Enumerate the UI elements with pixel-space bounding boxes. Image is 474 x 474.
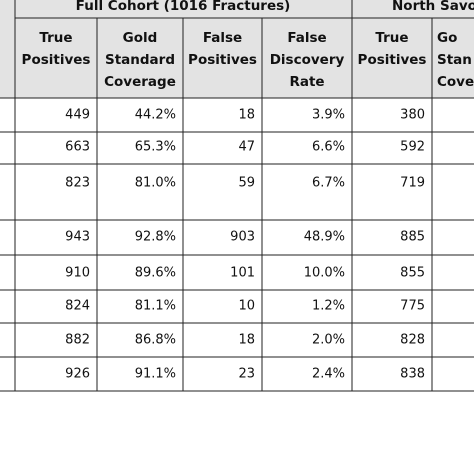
cell: 101 (230, 266, 255, 281)
cell: 903 (230, 230, 255, 245)
cell: 18 (238, 333, 255, 348)
cell: 6.6% (312, 140, 345, 155)
cell: 44.2% (135, 108, 176, 123)
cell: 719 (400, 176, 425, 191)
cell: 449 (65, 108, 90, 123)
column-header: Coverage (104, 74, 176, 90)
column-header: Stan (437, 52, 472, 68)
cell: 823 (65, 176, 90, 191)
cell: 380 (400, 108, 425, 123)
column-header: False (287, 30, 326, 46)
cell: 86.8% (135, 333, 176, 348)
cell: 882 (65, 333, 90, 348)
cell: 885 (400, 230, 425, 245)
column-header: Discovery (270, 52, 345, 68)
column-header: Gold (123, 30, 158, 46)
header-background (0, 0, 474, 98)
column-header: Go (437, 30, 457, 46)
cell: 1.2% (312, 299, 345, 314)
cell: 81.1% (135, 299, 176, 314)
cell: 6.7% (312, 176, 345, 191)
cell: 10 (238, 299, 255, 314)
cell: 2.0% (312, 333, 345, 348)
cell: 3.9% (312, 108, 345, 123)
column-header: Rate (289, 74, 324, 90)
cell: 91.1% (135, 367, 176, 382)
cell: 592 (400, 140, 425, 155)
cell: 47 (238, 140, 255, 155)
cell: 65.3% (135, 140, 176, 155)
column-header: Standard (105, 52, 175, 68)
cell: 824 (65, 299, 90, 314)
cell: 828 (400, 333, 425, 348)
cell: 943 (65, 230, 90, 245)
group-header: Full Cohort (1016 Fractures) (76, 0, 291, 14)
column-header: True (39, 30, 72, 46)
cell: 855 (400, 266, 425, 281)
cell: 92.8% (135, 230, 176, 245)
column-header: Cove (437, 74, 474, 90)
column-header: True (375, 30, 408, 46)
column-header: Positives (358, 52, 427, 68)
cell: 23 (238, 367, 255, 382)
cell: 59 (238, 176, 255, 191)
cell: 838 (400, 367, 425, 382)
cell: 89.6% (135, 266, 176, 281)
cell: 48.9% (304, 230, 345, 245)
column-header: Positives (188, 52, 257, 68)
cell: 775 (400, 299, 425, 314)
cell: 81.0% (135, 176, 176, 191)
column-header: False (203, 30, 242, 46)
cell: 663 (65, 140, 90, 155)
cell: 10.0% (304, 266, 345, 281)
cell: 926 (65, 367, 90, 382)
cell: 2.4% (312, 367, 345, 382)
cell: 18 (238, 108, 255, 123)
group-header: North Savo (392, 0, 474, 14)
cell: 910 (65, 266, 90, 281)
column-header: Positives (22, 52, 91, 68)
